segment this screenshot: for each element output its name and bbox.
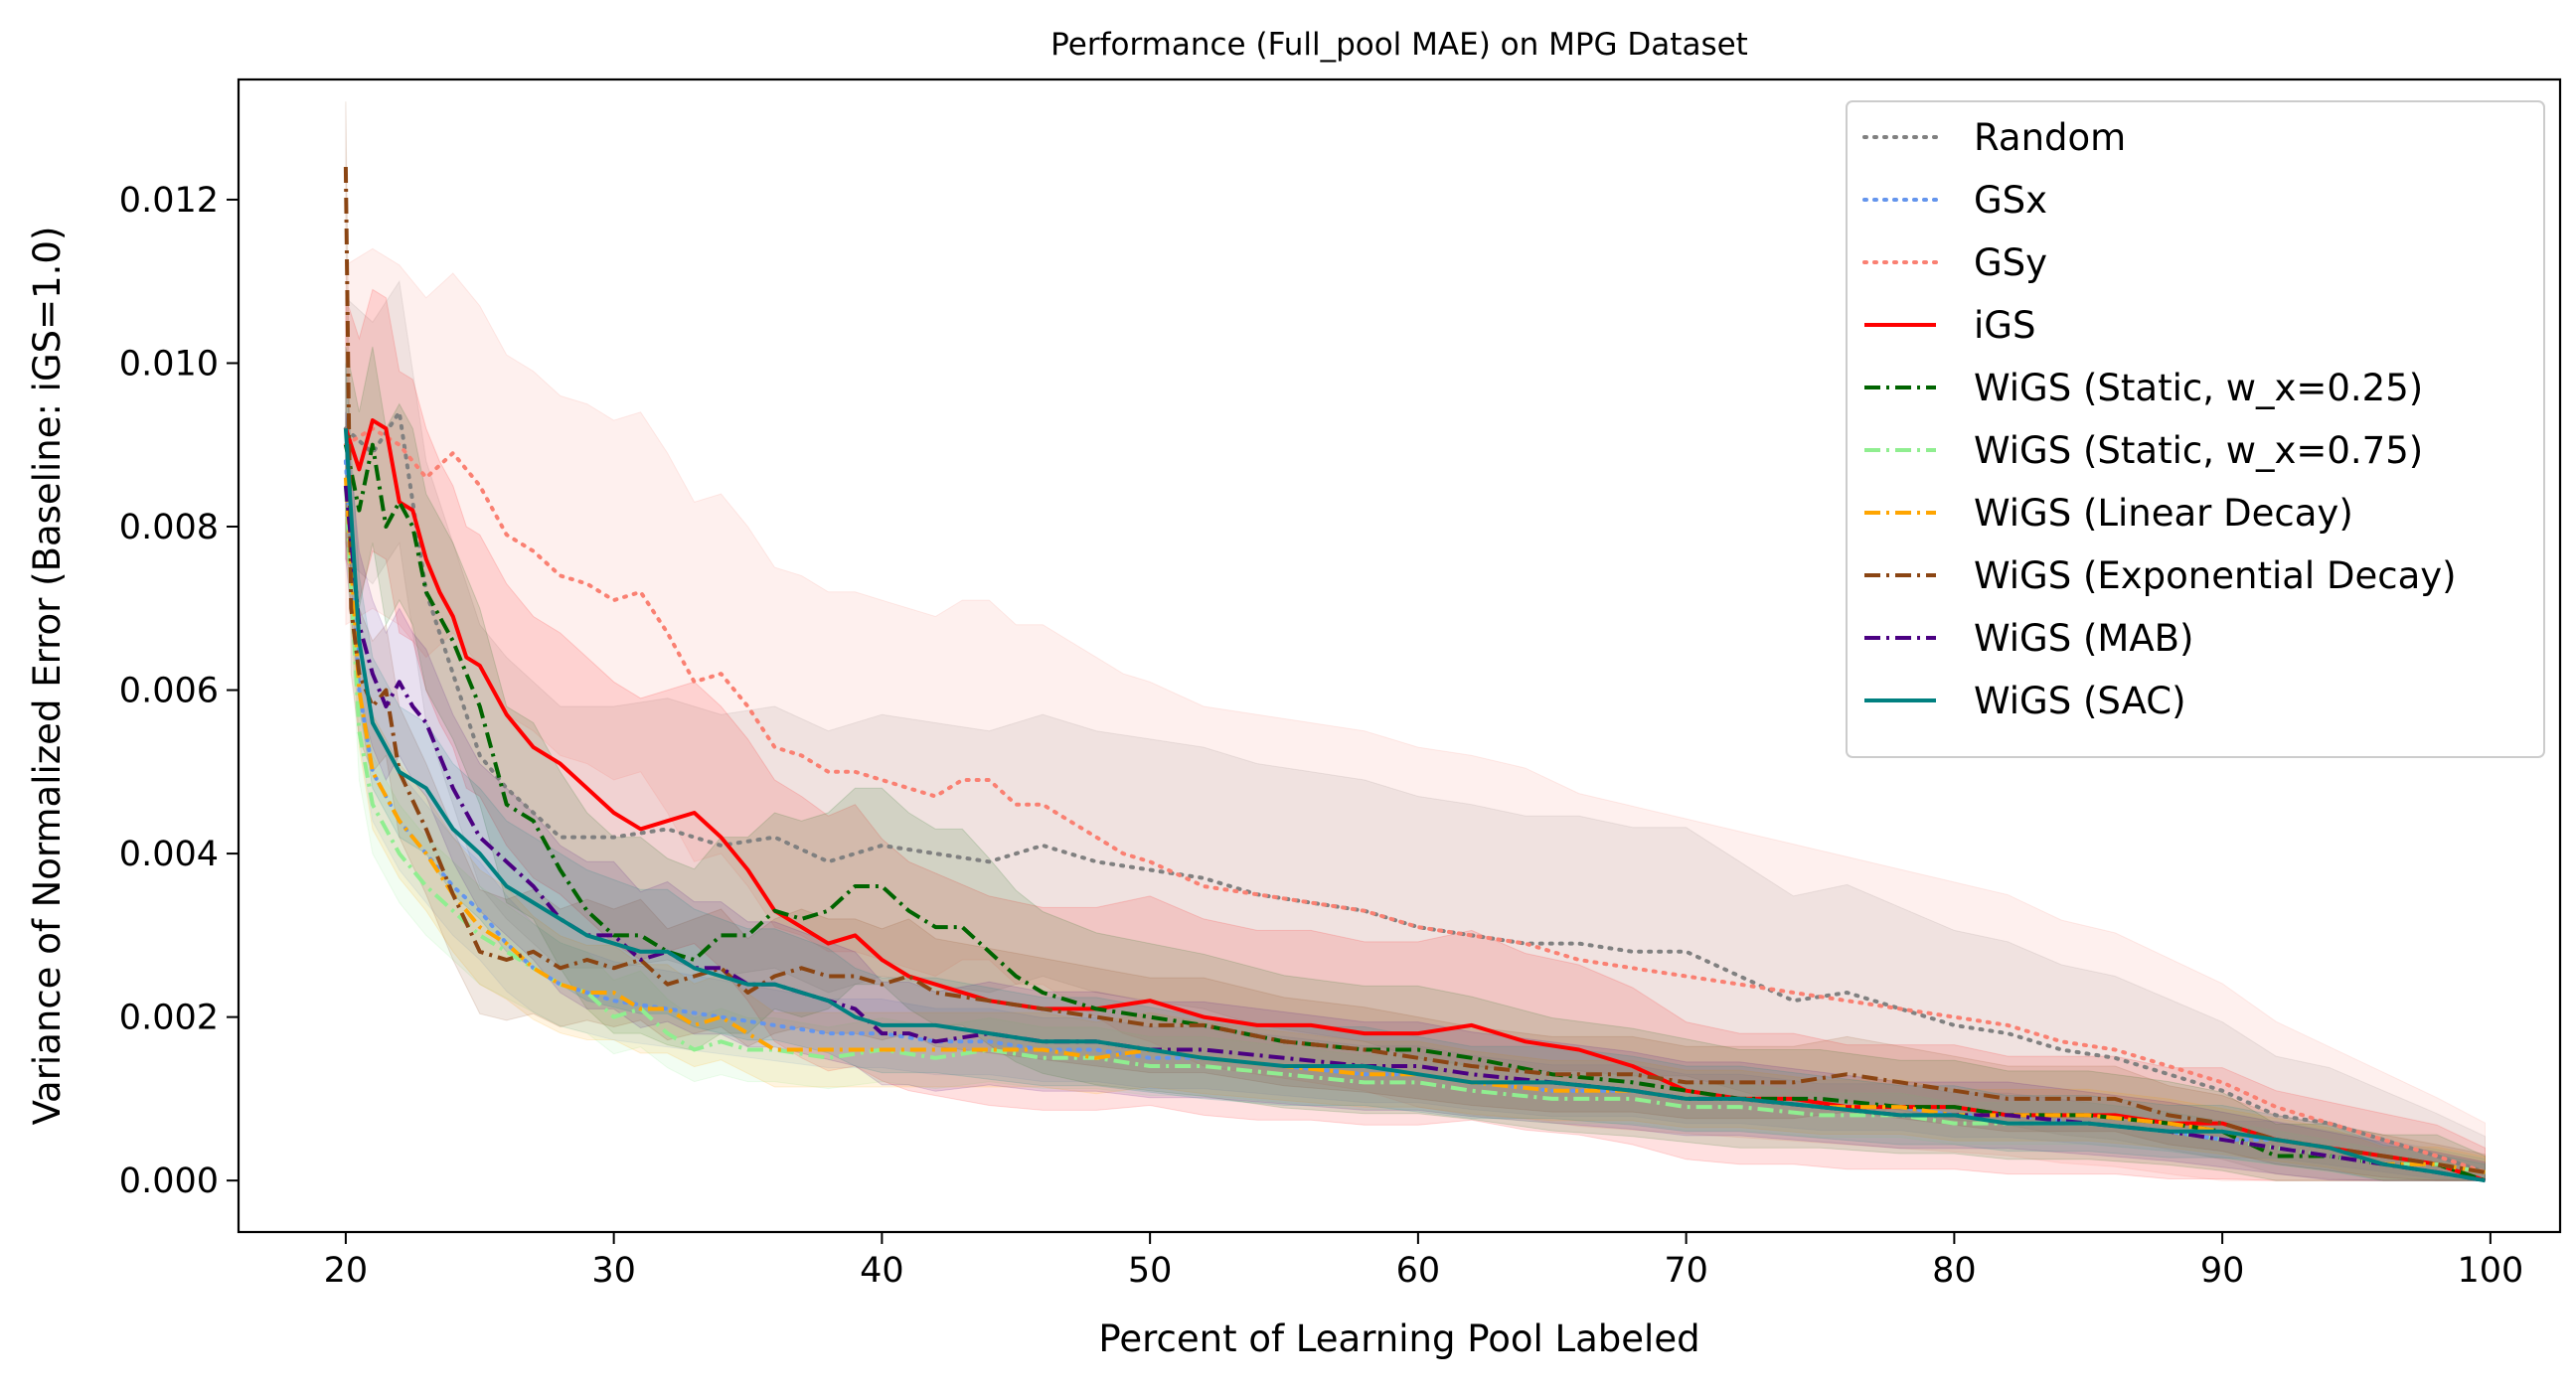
- y-tick-label: 0.004: [119, 835, 219, 874]
- y-tick-label: 0.002: [119, 999, 219, 1038]
- legend-label-gsx: GSx: [1974, 179, 2047, 222]
- series-line-gsy: [343, 426, 2488, 1174]
- series-line-wigs-sac: [343, 428, 2486, 1183]
- series-line-wigs-exponential-decay: [343, 166, 2486, 1174]
- y-axis-label: Variance of Normalized Error (Baseline: …: [26, 227, 69, 1126]
- x-tick-label: 100: [2457, 1251, 2523, 1291]
- legend-label-igs: iGS: [1974, 304, 2035, 347]
- y-tick-label: 0.000: [119, 1161, 219, 1201]
- x-tick-label: 30: [591, 1251, 636, 1291]
- legend-label-wigs-static-w-x-0-25: WiGS (Static, w_x=0.25): [1974, 367, 2423, 409]
- y-tick-label: 0.008: [119, 508, 219, 547]
- legend-label-random: Random: [1974, 116, 2126, 159]
- x-tick-label: 40: [860, 1251, 904, 1291]
- legend-label-wigs-static-w-x-0-75: WiGS (Static, w_x=0.75): [1974, 429, 2423, 472]
- chart-title: Performance (Full_pool MAE) on MPG Datas…: [1050, 27, 1748, 63]
- x-axis-ticks: 20 30 40 50 60 70 80 90 100: [324, 1232, 2523, 1291]
- series-line-wigs-static-w-x-0-25: [343, 442, 2487, 1183]
- legend-label-wigs-mab: WiGS (MAB): [1974, 617, 2193, 660]
- series-line-gsx: [343, 459, 2488, 1174]
- x-tick-label: 50: [1128, 1251, 1173, 1291]
- series-lines-layer: [343, 166, 2488, 1183]
- x-tick-label: 20: [324, 1251, 369, 1291]
- y-tick-label: 0.010: [119, 344, 219, 384]
- series-line-random: [343, 409, 2488, 1174]
- legend-box: [1846, 100, 2545, 758]
- legend-label-wigs-sac: WiGS (SAC): [1974, 680, 2186, 722]
- x-tick-label: 80: [1932, 1251, 1977, 1291]
- legend-label-wigs-exponential-decay: WiGS (Exponential Decay): [1974, 554, 2457, 597]
- x-tick-label: 70: [1664, 1251, 1708, 1291]
- x-tick-label: 90: [2200, 1251, 2245, 1291]
- x-axis-label: Percent of Learning Pool Labeled: [1098, 1317, 1699, 1360]
- legend-label-wigs-linear-decay: WiGS (Linear Decay): [1974, 492, 2353, 535]
- x-tick-label: 60: [1396, 1251, 1441, 1291]
- legend-label-gsy: GSy: [1974, 241, 2047, 284]
- y-tick-label: 0.006: [119, 672, 219, 711]
- y-axis-ticks: 0.000 0.002 0.004 0.006 0.008 0.010 0.012: [119, 181, 239, 1201]
- y-tick-label: 0.012: [119, 181, 219, 221]
- series-line-wigs-mab: [343, 485, 2486, 1183]
- plot-frame: [237, 77, 2562, 1234]
- legend: Random GSx GSy iGS WiGS (Static, w_x=0.25) Wi…: [1846, 100, 2545, 758]
